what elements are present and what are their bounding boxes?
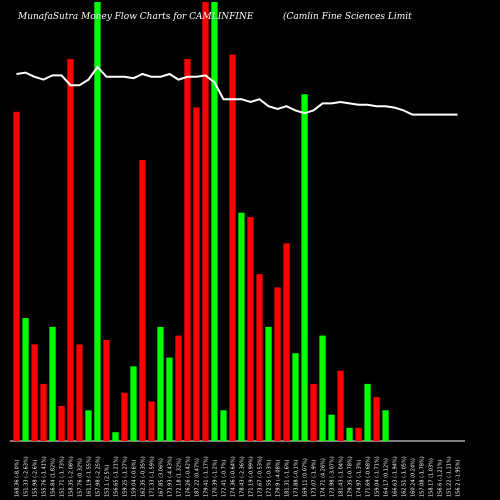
bar-19 [184,59,191,441]
x-tick-label: 153.1 (2.5%) [105,464,111,497]
x-tick-label: 171.33 (-1.59%) [150,456,156,497]
x-tick-label: 157.76 (0.32%) [78,458,84,497]
bar-25 [238,212,245,441]
x-tick-label: 171.69 (-0.68%) [366,456,372,497]
x-tick-label: 173.07 (-1.9%) [312,459,318,497]
x-tick-label: 168.36 (-8.0%) [15,459,21,497]
bar-4 [49,326,56,441]
bar-2 [31,344,38,441]
bar-6 [67,59,74,441]
x-tick-label: 167.85 (3.06%) [159,458,165,497]
bar-9 [94,2,101,441]
bar-38 [355,427,362,441]
bar-37 [346,427,353,441]
bar-20 [193,107,200,442]
bar-14 [139,160,146,441]
bar-29 [274,287,281,441]
x-tick-labels: 168.36 (-8.0%) 151.33 (-2.63%) 155.98 (-2.… [15,456,462,497]
x-tick-label: 164.17 (0.12%) [384,458,390,497]
bar-41 [382,410,389,441]
x-tick-label: 151.33 (-2.63%) [24,456,30,497]
x-tick-label: 158.35 (-2.08%) [69,456,75,497]
bars-layer [13,2,389,442]
x-tick-label: 172.18 (1.32%) [177,458,183,497]
bar-8 [85,410,92,441]
x-tick-label: 173.67 (-0.53%) [258,456,264,497]
bar-39 [364,383,371,441]
chart-subtitle: (Camlin Fine Sciences Limit [283,12,412,22]
bar-17 [166,357,173,441]
bar-13 [130,366,137,441]
x-tick-label: 156.6 (-1.21%) [438,459,444,497]
x-tick-label: 161.19 (-1.55%) [87,456,93,497]
bar-12 [121,392,128,441]
bar-31 [292,353,299,441]
bar-36 [337,370,344,441]
x-tick-label: 172.41 (-0.7%) [222,459,228,497]
x-tick-label: 173.88 (-0.1%) [294,459,300,497]
bar-27 [256,274,263,441]
bar-5 [58,405,65,441]
x-tick-label: 166.63 (-1.94%) [393,456,399,497]
bar-10 [103,340,110,441]
bar-15 [148,401,155,441]
bar-18 [175,335,182,441]
x-tick-label: 174.97 (-1.3%) [357,459,363,497]
x-tick-label: 187.22 (0.47%) [195,458,201,497]
x-tick-label: 160.24 (0.24%) [411,458,417,497]
bar-7 [76,344,83,441]
bar-0 [13,111,20,442]
x-tick-label: 156.2 (-1.95%) [456,459,462,497]
x-tick-label: 155.98 (-2.6%) [33,459,39,497]
x-tick-label: 159.04 (-1.71%) [375,456,381,497]
x-tick-label: 157.08 (-1.78%) [420,456,426,497]
x-tick-label: 181.43 (-1.04%) [339,456,345,497]
x-tick-label: 169.11 (0.07%) [303,458,309,497]
x-tick-label: 179.41 (-1.17%) [204,456,210,497]
x-tick-label: 159.25 (-1.27%) [123,456,129,497]
x-tick-label: 157.98 (-2.25%) [96,456,102,497]
bar-35 [328,414,335,441]
bar-1 [22,318,29,441]
x-tick-label: 178.43 (-2.36%) [240,456,246,497]
bar-24 [229,54,236,441]
bar-11 [112,432,119,441]
x-tick-label: 176.26 (-0.42%) [186,456,192,497]
x-tick-label: 155.76 (-1.41%) [42,456,48,497]
x-tick-label: 179.9 (-4.08%) [276,459,282,497]
x-tick-label: 170.39 (-1.2%) [213,459,219,497]
x-tick-label: 151.22 (-1.11%) [447,456,453,497]
x-tick-label: 156.65 (-1.21%) [114,456,120,497]
bar-3 [40,383,47,441]
x-tick-label: 181.31 (-1.6%) [285,459,291,497]
x-tick-label: 172.55 (-0.3%) [267,459,273,497]
x-tick-label: 179.35 (-0.78%) [348,456,354,497]
x-tick-label: 174.36 (-0.64%) [231,456,237,497]
bar-40 [373,397,380,441]
bar-16 [157,326,164,441]
x-tick-label: 171.19 (-0.99%) [249,456,255,497]
x-tick-label: 162.35 (-0.35%) [141,456,147,497]
bar-21 [202,2,209,441]
bar-30 [283,243,290,441]
chart-title: MunafaSutra Money Flow Charts for CAMLIN… [18,12,254,22]
bar-34 [319,335,326,441]
bar-32 [301,94,308,441]
bar-33 [310,383,317,441]
x-tick-label: 156.84 (1.82%) [51,458,57,497]
money-flow-line [16,65,458,116]
bar-26 [247,217,254,441]
bar-22 [211,2,218,441]
x-tick-label: 173.98 (-3.07%) [330,456,336,497]
x-tick-label: 151.71 (-1.73%) [60,456,66,497]
x-tick-label: 162.51 (-1.05%) [402,456,408,497]
x-tick-label: 173.93 (-4.43%) [168,456,174,497]
x-tick-label: 174.71 (4.26%) [321,458,327,497]
x-tick-label: 159.04 (-0.6%) [132,459,138,497]
x-tick-label: 158.17 (1.03%) [429,458,435,497]
bar-23 [220,410,227,441]
bar-28 [265,326,272,441]
